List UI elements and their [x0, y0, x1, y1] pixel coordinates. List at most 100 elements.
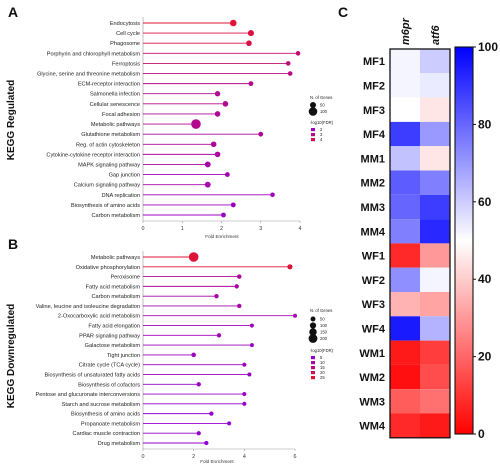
- colorbar-tick-label: 40: [478, 272, 492, 286]
- panel-a-legend-color-swatch: [311, 138, 315, 142]
- heatmap-cell: [420, 49, 450, 74]
- heatmap-cell: [390, 292, 420, 317]
- panel-b-category-label: PPAR signaling pathway: [79, 333, 140, 339]
- panel-a-legend-color-swatch: [311, 128, 315, 132]
- panel-a-category-label: Endocytosis: [110, 21, 140, 27]
- panel-b-category-label: Drug metabolism: [98, 441, 141, 447]
- heatmap-row-label: WF3: [362, 299, 385, 311]
- panel-a-x-tick-label: 4: [299, 226, 302, 232]
- colorbar-tick-label: 100: [478, 40, 498, 54]
- panel-a-point: [204, 181, 211, 188]
- heatmap-cell: [390, 340, 420, 365]
- panel-b-legend-color-label: 20: [320, 370, 325, 375]
- panel-b-x-tick-label: 0: [142, 454, 145, 460]
- heatmap-row-label: MM2: [361, 178, 385, 190]
- heatmap-row-label: WM1: [359, 348, 385, 360]
- heatmap: m6pr atf6 MF1 MF2 MF3 MF4 MM1 MM2 MM3 MM4 WF1 WF2 WF…: [359, 17, 451, 439]
- heatmap-cell: [420, 364, 450, 390]
- panel-b-point: [196, 382, 201, 387]
- heatmap-row-label: WM4: [359, 421, 386, 433]
- heatmap-frame: [389, 48, 451, 439]
- panel-a-legend-color-label: 2: [320, 127, 323, 132]
- panel-a-x-tick-label: 1: [181, 226, 184, 232]
- heatmap-cell: [390, 219, 420, 244]
- panel-a-legend-size-dot: [308, 107, 318, 116]
- panel-b-legend-color-label: 5: [320, 355, 323, 360]
- panel-a-x-tick-label: 3: [259, 226, 262, 232]
- colorbar-tick-label: 60: [478, 195, 492, 209]
- panel-b-category-label: Cardiac muscle contraction: [73, 431, 140, 437]
- panel-b-category-label: Biosynthesis of amino acids: [71, 412, 140, 418]
- heatmap-cell: [420, 170, 450, 195]
- panel-b-category-label: Metabolic pathways: [91, 255, 140, 261]
- panel-b-marks: Metabolic pathways Oxidative phosphorylat…: [36, 252, 297, 447]
- panel-a-point: [229, 19, 237, 27]
- panel-a-category-label: Metabolic pathways: [91, 122, 140, 128]
- heatmap-row-label: MM1: [361, 153, 385, 165]
- panel-c: m6pr atf6 MF1 MF2 MF3 MF4 MM1 MM2 MM3 MM4 WF1 WF2 WF…: [359, 17, 498, 441]
- heatmap-column-label: atf6: [430, 25, 442, 45]
- panel-a-legend-color-label: 3: [320, 132, 323, 137]
- panel-b-point: [249, 323, 254, 328]
- panel-b-x-tick-label: 4: [243, 454, 246, 460]
- panel-a-category-label: Reg. of actin cytoskeleton: [76, 142, 140, 148]
- heatmap-cell: [390, 170, 420, 195]
- panel-a-category-label: Biosynthesis of amino acids: [71, 203, 140, 209]
- panel-b-ylabel: KEGG Downregulated: [6, 304, 17, 408]
- panel-a-point: [222, 101, 229, 107]
- panel-a-point: [214, 111, 221, 117]
- heatmap-cell: [390, 364, 420, 390]
- heatmap-cell: [420, 389, 450, 414]
- panel-a-xlabel: Fold Enrichment: [205, 234, 239, 239]
- panel-a-category-label: Focal adhesion: [102, 112, 140, 118]
- panel-b-category-label: Starch and sucrose metabolism: [62, 402, 141, 408]
- panel-b-legend-color-swatch: [311, 366, 315, 370]
- panel-a-category-label: Cytokine-cytokine receptor interaction: [46, 152, 140, 158]
- heatmap-cell: [420, 292, 450, 317]
- heatmap-row-label: MM3: [361, 202, 385, 214]
- panel-b-category-label: Biosynthesis of cofactors: [78, 382, 140, 388]
- panel-a-legend-size-dot: [309, 101, 317, 109]
- heatmap-cell: [420, 243, 450, 268]
- panel-a-point: [210, 141, 217, 148]
- heatmap-column-label: m6pr: [400, 17, 412, 45]
- panel-b-category-label: Valine, leucine and isoleucine degradati…: [36, 304, 140, 310]
- panel-a-category-label: Phagosome: [110, 41, 140, 47]
- panel-b-point: [216, 333, 222, 338]
- panel-a-category-label: Cell cycle: [116, 31, 140, 37]
- heatmap-row-label: MF2: [363, 80, 385, 92]
- panel-a-marks: Endocytosis Cell cycle Phagosome Porphyrin …: [37, 19, 301, 219]
- panel-letter-b: B: [8, 236, 18, 252]
- panel-b-category-label: Carbon metabolism: [91, 294, 140, 300]
- panel-a-ylabel: KEGG Regulated: [6, 80, 17, 161]
- heatmap-cell: [390, 413, 420, 438]
- panel-b-point: [293, 313, 297, 318]
- heatmap-cell: [420, 121, 450, 147]
- panel-b-category-label: Propanoate metabolism: [81, 421, 140, 427]
- panel-b-legend-color-swatch: [311, 371, 315, 375]
- heatmap-cell: [420, 267, 450, 292]
- panel-a-point: [287, 71, 293, 76]
- heatmap-cell: [390, 267, 420, 292]
- heatmap-cell: [420, 194, 450, 220]
- heatmap-cell: [420, 97, 450, 122]
- panel-b-legend-size-title: N. of Genes: [310, 308, 332, 313]
- panel-a-point: [248, 81, 254, 87]
- heatmap-cell: [390, 389, 420, 414]
- panel-b-point: [287, 264, 293, 270]
- heatmap-cell: [390, 146, 420, 171]
- colorbar-tick-label: 20: [478, 350, 492, 364]
- panel-b-category-label: Oxidative phosphorylation: [76, 265, 140, 271]
- heatmap-cell: [390, 121, 420, 147]
- panel-a-point: [204, 161, 211, 168]
- panel-b-legend-size-label: 50: [320, 317, 325, 322]
- panel-a-category-label: Glycine, serine and threonine metabolism: [37, 72, 140, 78]
- heatmap-cell: [390, 243, 420, 268]
- panel-b-category-label: Fatty acid elongation: [88, 324, 140, 330]
- panel-a-point: [295, 51, 301, 56]
- panel-b-point: [242, 362, 247, 367]
- colorbar-strip: [454, 46, 474, 435]
- heatmap-cell: [420, 340, 450, 365]
